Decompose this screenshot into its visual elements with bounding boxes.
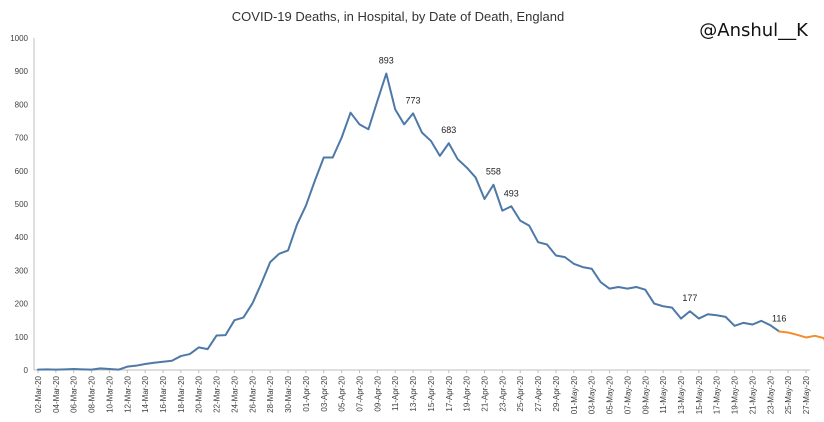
data-label: 493 — [504, 188, 519, 198]
x-tick-label: 20-Mar-20 — [195, 375, 204, 412]
y-axis-ticks: 0 100 200 300 400 500 600 700 800 900 1000 — [10, 34, 28, 375]
y-tick-label: 200 — [15, 300, 29, 309]
x-tick-label: 26-Mar-20 — [248, 375, 257, 412]
y-tick-label: 500 — [15, 200, 29, 209]
y-tick-label: 300 — [15, 266, 29, 275]
x-tick-label: 01-Apr-20 — [302, 375, 311, 411]
y-tick-label: 600 — [15, 167, 29, 176]
data-label: 558 — [486, 167, 501, 177]
x-tick-label: 25-May-20 — [784, 375, 793, 414]
chart-title: COVID-19 Deaths, in Hospital, by Date of… — [232, 9, 564, 24]
x-tick-label: 15-May-20 — [695, 375, 704, 414]
x-tick-label: 28-Mar-20 — [266, 375, 275, 412]
data-label: 893 — [379, 56, 394, 66]
data-labels: 893 773 683 558 493 177 116 — [379, 56, 787, 324]
x-tick-label: 05-May-20 — [606, 375, 615, 414]
series-line-recent — [778, 330, 824, 342]
x-tick-label: 23-Apr-20 — [498, 375, 507, 411]
x-tick-label: 19-May-20 — [731, 375, 740, 414]
y-tick-label: 400 — [15, 233, 29, 242]
x-axis-ticks: 02-Mar-20 04-Mar-20 06-Mar-20 08-Mar-20 10-M… — [34, 370, 811, 414]
x-tick-label: 13-Apr-20 — [409, 375, 418, 411]
y-tick-label: 900 — [15, 67, 29, 76]
x-tick-label: 01-May-20 — [570, 375, 579, 414]
x-tick-label: 02-Mar-20 — [34, 375, 43, 412]
x-tick-label: 16-Mar-20 — [159, 375, 168, 412]
x-tick-label: 29-Apr-20 — [552, 375, 561, 411]
x-tick-label: 21-May-20 — [748, 375, 757, 414]
series-lines — [37, 72, 824, 371]
x-tick-label: 18-Mar-20 — [177, 375, 186, 412]
x-tick-label: 30-Mar-20 — [284, 375, 293, 412]
x-tick-label: 12-Mar-20 — [123, 375, 132, 412]
x-tick-label: 22-Mar-20 — [213, 375, 222, 412]
x-tick-label: 11-Apr-20 — [391, 375, 400, 411]
y-tick-label: 0 — [24, 366, 29, 375]
x-tick-label: 15-Apr-20 — [427, 375, 436, 411]
x-tick-label: 05-Apr-20 — [338, 375, 347, 411]
x-tick-label: 24-Mar-20 — [230, 375, 239, 412]
x-tick-label: 25-Apr-20 — [516, 375, 525, 411]
data-label: 177 — [682, 293, 697, 303]
x-tick-label: 08-Mar-20 — [88, 375, 97, 412]
x-tick-label: 04-Mar-20 — [52, 375, 61, 412]
x-tick-label: 14-Mar-20 — [141, 375, 150, 412]
watermark: @Anshul__K — [699, 20, 809, 41]
data-label: 773 — [406, 95, 421, 105]
x-tick-label: 27-Apr-20 — [534, 375, 543, 411]
data-label: 116 — [772, 313, 786, 323]
x-tick-label: 03-Apr-20 — [320, 375, 329, 411]
x-tick-label: 03-May-20 — [588, 375, 597, 414]
x-tick-label: 07-May-20 — [623, 375, 632, 414]
x-tick-label: 13-May-20 — [677, 375, 686, 414]
x-tick-label: 11-May-20 — [659, 375, 668, 413]
x-tick-label: 21-Apr-20 — [481, 375, 490, 411]
x-tick-label: 17-May-20 — [713, 375, 722, 414]
x-tick-label: 09-Apr-20 — [373, 375, 382, 411]
series-line-main — [37, 72, 781, 371]
x-tick-label: 06-Mar-20 — [70, 375, 79, 412]
y-tick-label: 800 — [15, 100, 29, 109]
y-tick-label: 100 — [15, 333, 29, 342]
x-tick-label: 09-May-20 — [641, 375, 650, 414]
y-tick-label: 700 — [15, 134, 29, 143]
x-tick-label: 23-May-20 — [766, 375, 775, 414]
x-tick-label: 10-Mar-20 — [105, 375, 114, 412]
x-tick-label: 19-Apr-20 — [463, 375, 472, 411]
x-tick-label: 17-Apr-20 — [445, 375, 454, 411]
data-label: 683 — [441, 125, 456, 135]
x-tick-label: 27-May-20 — [802, 375, 811, 414]
y-tick-label: 1000 — [10, 34, 28, 43]
x-tick-label: 07-Apr-20 — [355, 375, 364, 411]
axes — [33, 38, 810, 371]
